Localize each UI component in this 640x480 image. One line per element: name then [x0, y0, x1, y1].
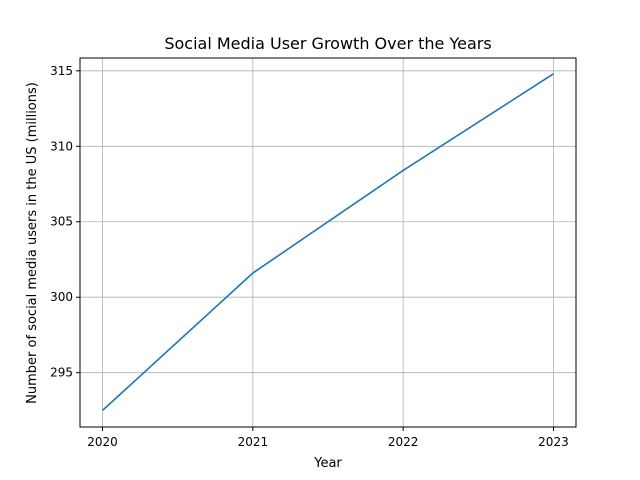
grid: [80, 58, 576, 427]
series-line: [102, 73, 554, 411]
x-tick-label: 2020: [87, 435, 118, 449]
x-tick-label: 2023: [538, 435, 569, 449]
x-axis-label: Year: [313, 456, 342, 471]
y-tick-label: 310: [50, 139, 73, 153]
chart-title: Social Media User Growth Over the Years: [164, 34, 491, 53]
y-axis: 295 300 305 310 315: [50, 64, 80, 380]
x-tick-label: 2021: [238, 435, 269, 449]
y-tick-label: 315: [50, 64, 73, 78]
y-axis-label: Number of social media users in the US (…: [25, 82, 40, 404]
x-tick-label: 2022: [388, 435, 419, 449]
y-tick-label: 295: [50, 366, 73, 380]
x-axis: 2020 2021 2022 2023: [87, 427, 569, 449]
plot-frame: [79, 57, 577, 428]
y-tick-label: 305: [50, 215, 73, 229]
y-tick-label: 300: [50, 290, 73, 304]
series-group: [102, 73, 554, 411]
